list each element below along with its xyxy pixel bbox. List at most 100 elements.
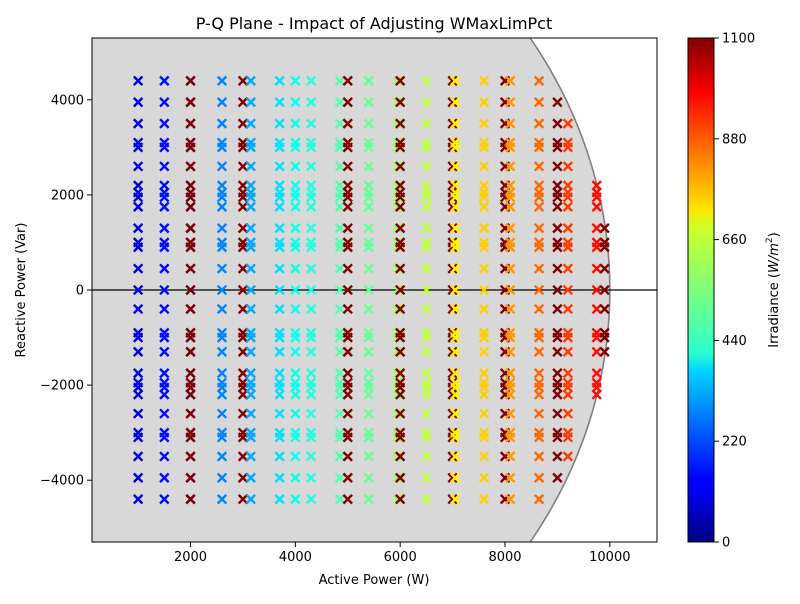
data-point [450,346,461,357]
data-point [562,346,574,357]
data-point [395,223,406,234]
data-point [421,237,432,248]
data-point [334,161,346,172]
data-point [274,180,285,191]
data-point [245,427,256,438]
data-point [505,180,516,191]
data-point [552,237,563,248]
data-point [591,327,602,338]
data-point [447,494,458,505]
data-point [421,75,432,86]
data-point [533,346,545,357]
data-point [334,263,346,274]
data-point [305,263,317,274]
data-point [392,368,403,379]
data-point [533,303,545,315]
data-point [159,377,170,388]
data-point [185,161,196,172]
data-point [185,223,196,234]
data-point [274,263,285,274]
data-point [421,408,432,419]
chart-title: P-Q Plane - Impact of Adjusting WMaxLimP… [196,14,553,33]
data-point [505,303,516,315]
data-point [562,303,574,315]
data-point [533,408,545,419]
data-point [363,472,374,483]
data-point [237,201,249,212]
data-point [552,451,563,462]
data-point [290,201,301,212]
data-point [245,472,256,483]
data-point [552,118,563,129]
data-point [421,327,432,338]
data-point [395,427,406,438]
data-point [334,97,346,108]
data-point [245,303,256,315]
data-point [591,223,602,234]
data-point [185,427,196,438]
data-point [185,494,196,505]
data-point [159,408,170,419]
data-point [562,161,574,172]
data-point [245,161,256,172]
data-point [334,75,346,86]
data-point [552,161,563,172]
data-point [447,118,458,129]
data-point [533,472,545,483]
data-point [245,377,256,388]
data-point [562,427,574,438]
colorbar-ticks: 0 220 440 660 880 1100 [714,32,755,551]
data-point [274,118,285,129]
data-point [290,75,301,86]
data-point [421,284,432,296]
data-point [562,118,574,129]
data-point [342,451,353,462]
x-tick-label: 2000 [174,550,207,565]
data-point [237,327,249,338]
data-point [392,201,403,212]
data-point [447,408,458,419]
data-point [392,303,403,315]
data-point [216,97,228,108]
data-point [342,408,353,419]
data-point [185,97,196,108]
data-point [290,451,301,462]
data-point [342,346,353,357]
data-point [478,223,490,234]
data-point [395,451,406,462]
data-point [305,346,317,357]
data-point [132,75,144,86]
data-point [421,494,432,505]
data-point [245,75,256,86]
data-point [505,237,516,248]
data-point [363,327,374,338]
data-point [334,472,346,483]
data-point [533,284,545,296]
data-point [216,118,228,129]
data-point [478,327,490,338]
data-point [185,75,196,86]
data-point [159,201,170,212]
data-point [450,263,461,274]
data-point [552,284,563,296]
data-point [505,472,516,483]
data-point [290,161,301,172]
data-point [132,161,144,172]
colorbar-tick-label: 880 [722,132,747,147]
data-point [447,180,458,191]
data-point [552,263,563,274]
data-point [447,346,458,357]
y-tick-label: 2000 [51,188,84,203]
data-point [552,327,563,338]
data-point [290,327,301,338]
data-point [552,137,563,148]
data-point [245,408,256,419]
data-point [421,137,432,148]
data-point [132,201,144,212]
data-point [132,451,144,462]
data-point [392,118,403,129]
data-point [216,137,228,148]
data-point [533,161,545,172]
data-point [334,346,346,357]
data-point [363,161,374,172]
